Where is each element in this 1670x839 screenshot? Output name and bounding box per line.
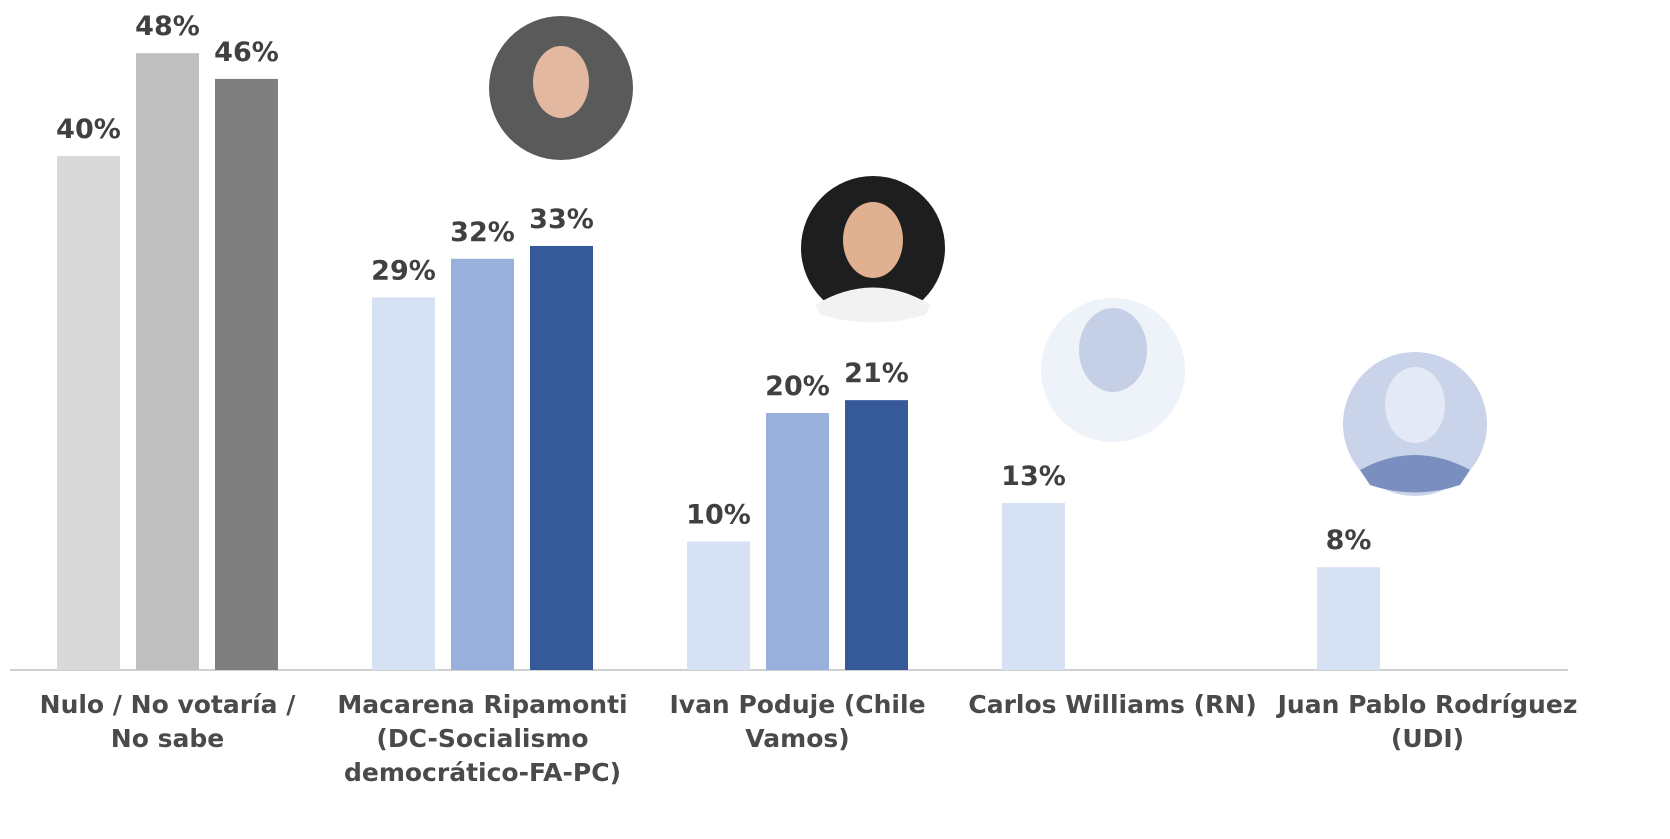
- data-label: 29%: [371, 255, 436, 286]
- data-label: 48%: [135, 11, 200, 42]
- bar: [766, 413, 829, 670]
- bar: [136, 53, 199, 670]
- photo-face: [1385, 367, 1445, 443]
- bar: [687, 541, 750, 670]
- data-label: 32%: [450, 217, 515, 248]
- photo-suit: [1360, 455, 1470, 493]
- x-tick-label: Nulo / No votaría / No sabe: [39, 690, 296, 753]
- data-label: 10%: [686, 500, 751, 531]
- data-label: 40%: [56, 114, 121, 145]
- bar: [57, 156, 120, 670]
- data-label: 21%: [844, 358, 909, 389]
- photo-face: [843, 202, 903, 278]
- bar: [451, 258, 514, 670]
- bar: [215, 78, 278, 670]
- x-tick-label: Carlos Williams (RN): [968, 690, 1257, 719]
- photo-face: [1079, 308, 1147, 392]
- data-label: 13%: [1001, 461, 1066, 492]
- photos: [489, 16, 1487, 496]
- x-tick-label: Macarena Ripamonti (DC-Socialismo democr…: [337, 690, 628, 787]
- x-tick-label: Juan Pablo Rodríguez (UDI): [1277, 690, 1578, 753]
- data-label: 33%: [529, 204, 594, 235]
- photo-shirt: [815, 287, 931, 323]
- data-label: 20%: [765, 371, 830, 402]
- x-tick-label: Ivan Poduje (Chile Vamos): [669, 690, 926, 753]
- bar: [530, 245, 593, 670]
- bar: [845, 400, 908, 670]
- data-label: 46%: [214, 37, 279, 68]
- bar: [372, 297, 435, 670]
- bar: [1317, 567, 1380, 670]
- data-label: 8%: [1326, 525, 1372, 556]
- photo-face: [533, 46, 589, 118]
- bar: [1002, 502, 1065, 670]
